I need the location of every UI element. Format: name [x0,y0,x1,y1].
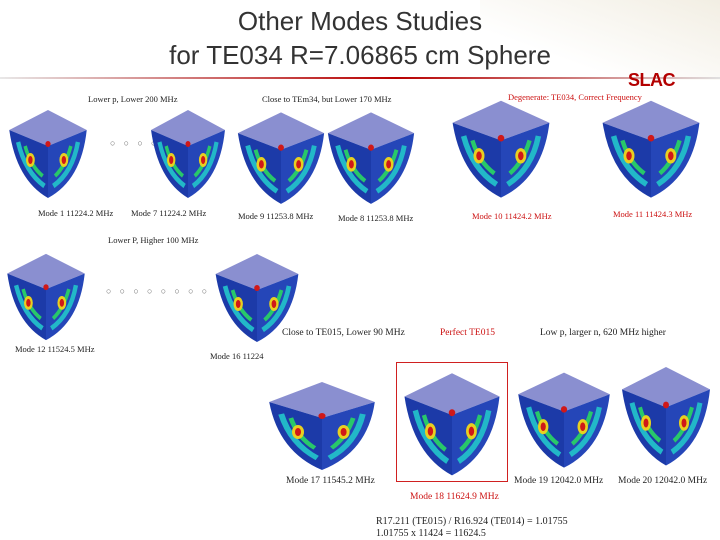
ellipsis-dots-row-2: ○ ○ ○ ○ ○ ○ ○ ○ [106,286,211,296]
mode-label-20: Mode 20 12042.0 MHz [618,476,708,486]
field-plot-mode-16 [210,246,304,346]
mode-label-12: Mode 12 11524.5 MHz [15,344,95,354]
group-label-close-tem34: Close to TEm34, but Lower 170 MHz [262,94,392,104]
mode-label-19: Mode 19 12042.0 MHz [514,476,604,486]
group-label-lower-p-higher-100: Lower P, Higher 100 MHz [108,235,199,245]
slac-logo: SLAC [628,70,676,90]
field-plot-mode-9 [232,104,330,208]
group-label-low-p-larger-n: Low p, larger n, 620 MHz higher [540,328,666,338]
field-plot-mode-7 [146,102,230,202]
slide-title-line-2: for TE034 R=7.06865 cm Sphere [169,40,551,70]
field-plot-mode-12 [2,246,90,344]
group-label-close-te015: Close to TE015, Lower 90 MHz [282,328,405,338]
mode-label-17: Mode 17 11545.2 MHz [286,476,375,486]
mode-label-9: Mode 9 11253.8 MHz [238,211,314,221]
mode-label-18: Mode 18 11624.9 MHz [410,492,499,502]
mode-label-11: Mode 11 11424.3 MHz [613,209,693,219]
mode-label-1: Mode 1 11224.2 MHz [38,208,114,218]
mode-label-10: Mode 10 11424.2 MHz [472,211,552,221]
ratio-formula-line-2: 1.01755 x 11424 = 11624.5 [376,528,486,539]
ellipsis-dots-row-1: ○ ○ ○ ○ ○ [110,138,174,148]
ratio-formula-line-1: R17.211 (TE015) / R16.924 (TE014) = 1.01… [376,516,568,527]
field-plot-mode-11 [596,92,706,202]
field-plot-mode-17 [262,374,382,474]
field-plot-mode-10 [446,92,556,202]
highlight-box-mode-18 [396,362,508,482]
field-plot-mode-1 [4,102,92,202]
group-label-degenerate-te034: Degenerate: TE034, Correct Frequency [508,92,642,102]
mode-label-8: Mode 8 11253.8 MHz [338,213,414,223]
mode-label-7: Mode 7 11224.2 MHz [131,208,207,218]
field-plot-mode-20 [616,358,716,470]
field-plot-mode-19 [512,364,616,472]
title-divider [0,77,720,79]
group-label-lower-p-200: Lower p, Lower 200 MHz [88,94,178,104]
field-plot-mode-8 [322,104,420,208]
corner-decoration [480,0,720,80]
group-label-perfect-te015: Perfect TE015 [440,328,495,338]
mode-label-16: Mode 16 11224 [210,351,264,361]
slide-title-line-1: Other Modes Studies [237,6,483,36]
